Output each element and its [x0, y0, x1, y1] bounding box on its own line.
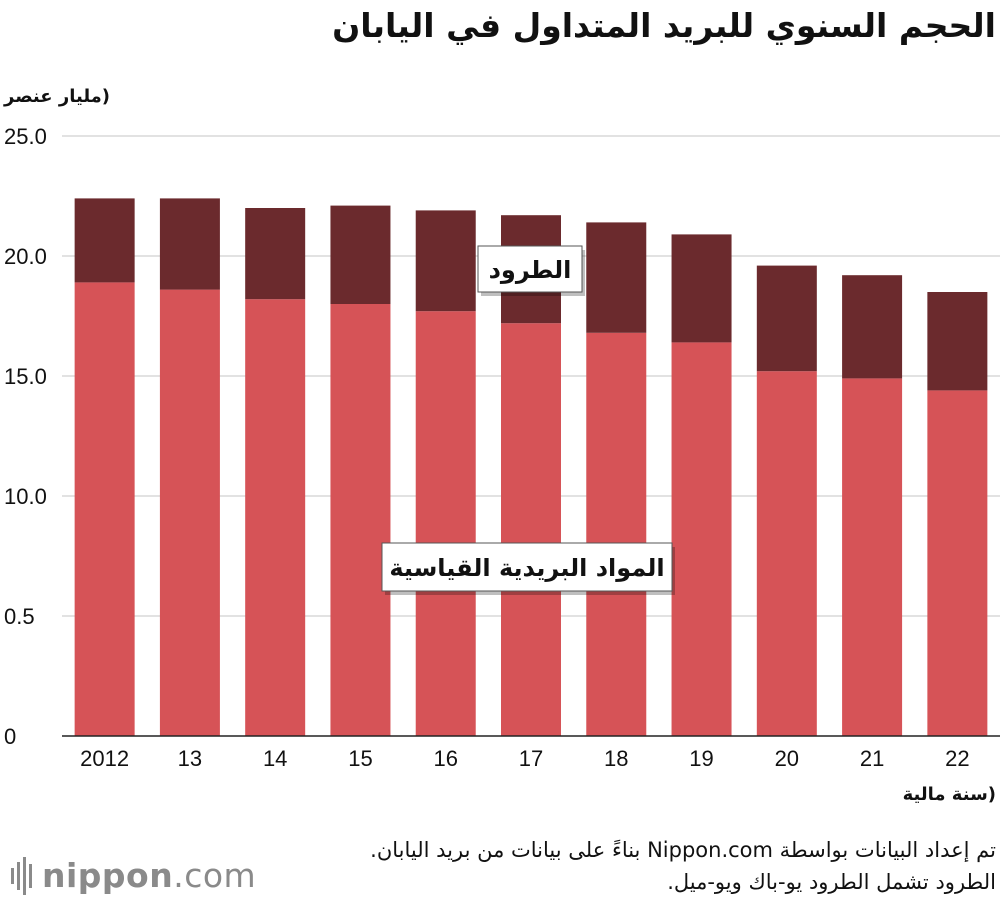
- y-tick-label: 10.0: [4, 484, 47, 509]
- svg-text:المواد البريدية القياسية: المواد البريدية القياسية: [389, 554, 664, 582]
- bar-segment: [756, 371, 817, 736]
- bar-segment: [415, 311, 476, 736]
- x-tick-label: 17: [519, 746, 543, 771]
- bars: [74, 198, 988, 736]
- bar-segment: [586, 332, 647, 736]
- x-tick-label: 22: [945, 746, 969, 771]
- x-tick-label: 14: [263, 746, 287, 771]
- source-note: تم إعداد البيانات بواسطة Nippon.com بناء…: [370, 838, 996, 862]
- x-tick-label: 13: [178, 746, 202, 771]
- bar-segment: [842, 378, 903, 736]
- x-tick-label: 16: [433, 746, 457, 771]
- definition-note: الطرود تشمل الطرود يو-باك ويو-ميل.: [667, 870, 996, 894]
- x-tick-label: 20: [775, 746, 799, 771]
- bar-segment: [159, 198, 220, 290]
- nippon-logo[interactable]: nippon.com: [10, 856, 256, 895]
- bar-segment: [586, 222, 647, 333]
- y-tick-label: 0.5: [4, 604, 35, 629]
- bar-segment: [927, 292, 988, 391]
- logo-text: nippon.com: [42, 856, 257, 895]
- x-tick-label: 18: [604, 746, 628, 771]
- bar-chart: 00.510.015.020.025.0 2012 13 14 15 16 17 18 19 2…: [4, 124, 1000, 771]
- bar-segment: [756, 265, 817, 372]
- x-tick-label: 21: [860, 746, 884, 771]
- bar-segment: [671, 342, 732, 736]
- y-tick-label: 0: [4, 724, 16, 749]
- series-labels: الطرود المواد البريدية القياسية: [381, 245, 675, 595]
- x-tick-label: 19: [689, 746, 713, 771]
- y-tick-label: 25.0: [4, 124, 47, 149]
- bar-segment: [927, 390, 988, 736]
- x-axis-unit-label: (سنة مالية: [902, 784, 996, 805]
- bar-segment: [245, 299, 306, 736]
- bar-segment: [842, 275, 903, 379]
- bar-segment: [74, 198, 135, 283]
- x-tick-label: 2012: [80, 746, 129, 771]
- bar-segment: [245, 208, 306, 300]
- chart-title: الحجم السنوي للبريد المتداول في اليابان: [332, 6, 996, 45]
- bar-segment: [415, 210, 476, 312]
- bar-segment: [330, 304, 391, 736]
- y-axis-unit-label: (مليار عنصر: [4, 86, 111, 107]
- bar-segment: [501, 323, 561, 736]
- bar-segment: [159, 289, 220, 736]
- y-tick-label: 20.0: [4, 244, 47, 269]
- bar-segment: [330, 205, 391, 304]
- y-axis-ticks: 0 0.5 10.0 15.0 20.0 25.0: [4, 124, 47, 749]
- svg-text:الطرود: الطرود: [489, 256, 572, 284]
- series-label-0: المواد البريدية القياسية: [381, 542, 675, 595]
- bar-segment: [74, 282, 135, 736]
- x-tick-label: 15: [348, 746, 372, 771]
- series-label-1: الطرود: [477, 245, 585, 296]
- x-axis-ticks: 2012 13 14 15 16 17 18 19 20 21 22: [62, 735, 1000, 771]
- bar-segment: [671, 234, 732, 343]
- logo-bars-icon: [11, 856, 32, 895]
- y-tick-label: 15.0: [4, 364, 47, 389]
